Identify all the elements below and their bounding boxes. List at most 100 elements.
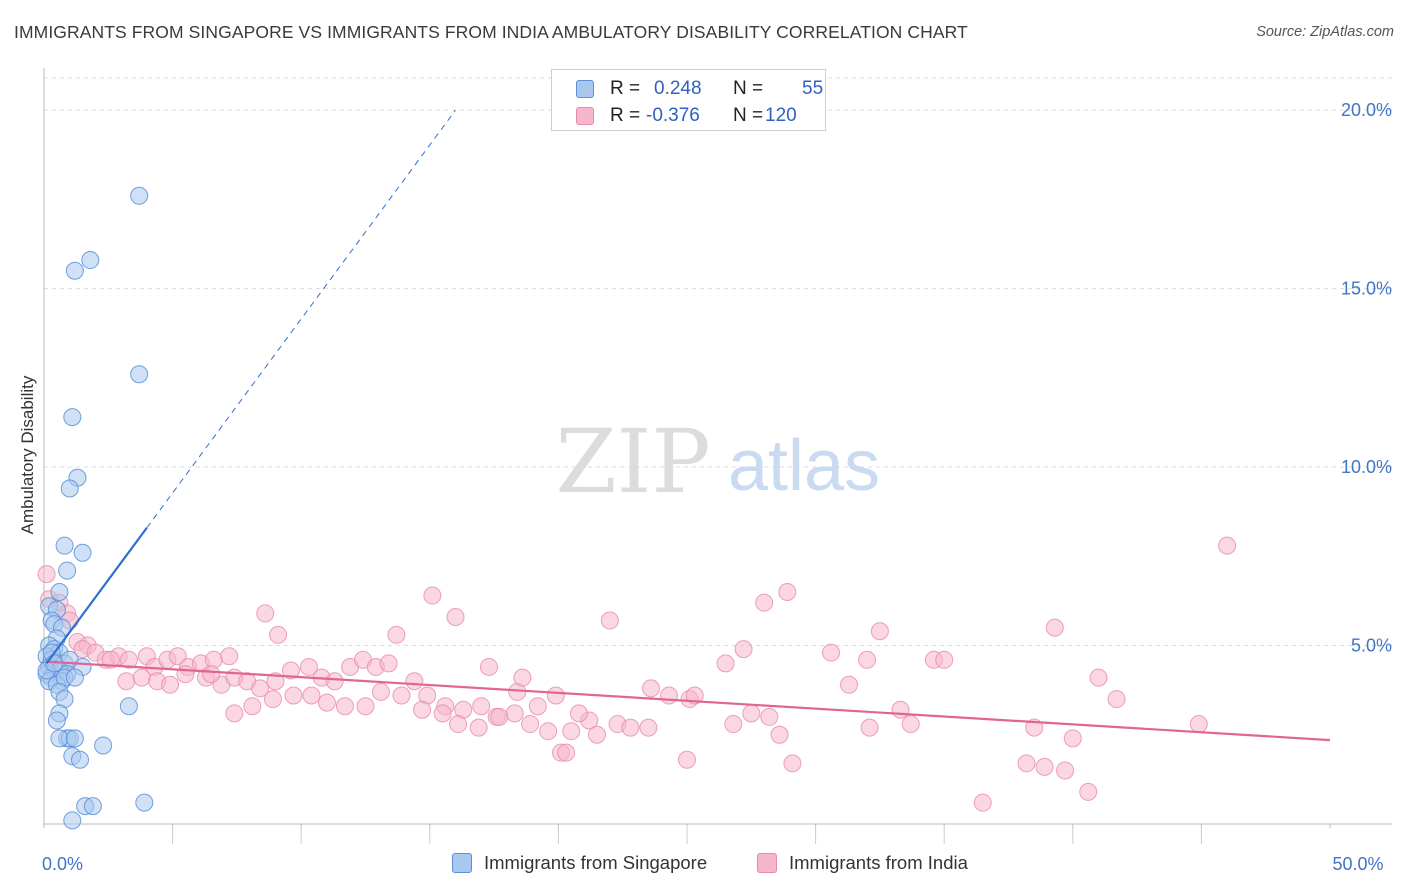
singapore-point (71, 750, 90, 769)
legend-n-value: 120 (765, 105, 797, 126)
singapore-point (65, 261, 84, 280)
singapore-point (50, 582, 69, 601)
india-point (1045, 618, 1064, 637)
india-point (335, 697, 354, 716)
india-point (562, 722, 581, 741)
india-point (639, 718, 658, 737)
india-point (778, 582, 797, 601)
india-point (822, 643, 841, 662)
india-point (742, 704, 761, 723)
legend-r-value: 0.248 (654, 78, 702, 99)
india-point (734, 640, 753, 659)
bottom-legend-label-singapore: Immigrants from Singapore (484, 852, 708, 873)
india-point (1218, 536, 1237, 555)
y-axis-label: Ambulatory Disability (18, 375, 37, 535)
legend-n-value: 55 (802, 78, 824, 99)
singapore-point (130, 186, 149, 205)
singapore-point (119, 697, 138, 716)
india-point (546, 686, 565, 705)
india-point (101, 650, 120, 669)
india-point (659, 686, 678, 705)
bottom-legend-label-india: Immigrants from India (789, 852, 968, 873)
india-point (783, 754, 802, 773)
legend-r-label: R = (610, 78, 641, 99)
india-point (479, 657, 498, 676)
singapore-point (65, 668, 84, 687)
legend-swatch-india (576, 107, 594, 125)
singapore-trend-extension (146, 109, 456, 529)
india-point (446, 607, 465, 626)
india-point (202, 665, 221, 684)
chart-title: IMMIGRANTS FROM SINGAPORE VS IMMIGRANTS … (14, 22, 968, 42)
india-point (755, 593, 774, 612)
singapore-point (55, 536, 74, 555)
india-point (176, 665, 195, 684)
india-point (284, 686, 303, 705)
india-point (256, 604, 275, 623)
india-point (521, 715, 540, 734)
india-point (269, 625, 288, 644)
india-point (449, 715, 468, 734)
singapore-point (135, 793, 154, 812)
india-point (220, 647, 239, 666)
india-point (621, 718, 640, 737)
india-point (1107, 690, 1126, 709)
india-point (387, 625, 406, 644)
watermark-atlas: atlas (728, 426, 880, 506)
india-point (405, 672, 424, 691)
india-point (132, 668, 151, 687)
watermark: ZIP atlas (555, 410, 880, 513)
india-point (371, 682, 390, 701)
india-point (724, 715, 743, 734)
india-point (161, 675, 180, 694)
india-point (225, 704, 244, 723)
india-point (858, 650, 877, 669)
india-point (569, 704, 588, 723)
india-point (263, 690, 282, 709)
india-point (1079, 782, 1098, 801)
legend-r-value: -0.376 (646, 105, 700, 126)
tick-labels: 5.0% 10.0% 15.0% 20.0% 0.0% 50.0% (42, 100, 1392, 874)
grid-lines (44, 77, 1392, 647)
axes (43, 68, 1392, 844)
legend-n-label: N = (733, 78, 764, 99)
legend-n-label: N = (733, 105, 764, 126)
india-point (423, 586, 442, 605)
india-point (557, 743, 576, 762)
india-point (860, 718, 879, 737)
singapore-point (47, 711, 66, 730)
india-point (716, 654, 735, 673)
india-point (600, 611, 619, 630)
india-point (251, 679, 270, 698)
india-point (1056, 761, 1075, 780)
india-point (973, 793, 992, 812)
y-tick-label: 20.0% (1341, 100, 1392, 120)
india-point (356, 697, 375, 716)
stats-legend: R = 0.248 N = 55 R = -0.376 N = 120 (551, 69, 826, 131)
india-point (317, 693, 336, 712)
india-point (1189, 715, 1208, 734)
legend-r-label: R = (610, 105, 641, 126)
y-tick-label: 15.0% (1341, 279, 1392, 299)
india-point (641, 679, 660, 698)
singapore-trend-line (45, 527, 148, 665)
india-point (325, 672, 344, 691)
x-tick-label: 50.0% (1332, 854, 1383, 874)
singapore-point (58, 561, 77, 580)
x-tick-label: 0.0% (42, 854, 83, 874)
singapore-point (63, 408, 82, 427)
india-point (678, 750, 696, 769)
india-point (1089, 668, 1108, 687)
india-point (685, 686, 704, 705)
watermark-zip: ZIP (555, 410, 710, 513)
bottom-legend-swatch-singapore (452, 853, 472, 873)
india-point (528, 697, 547, 716)
india-point (891, 700, 910, 719)
india-point (870, 622, 889, 641)
india-point (266, 672, 285, 691)
india-trend-line (46, 660, 1331, 742)
singapore-point (63, 811, 82, 830)
india-point (117, 672, 136, 691)
singapore-point (60, 479, 79, 498)
